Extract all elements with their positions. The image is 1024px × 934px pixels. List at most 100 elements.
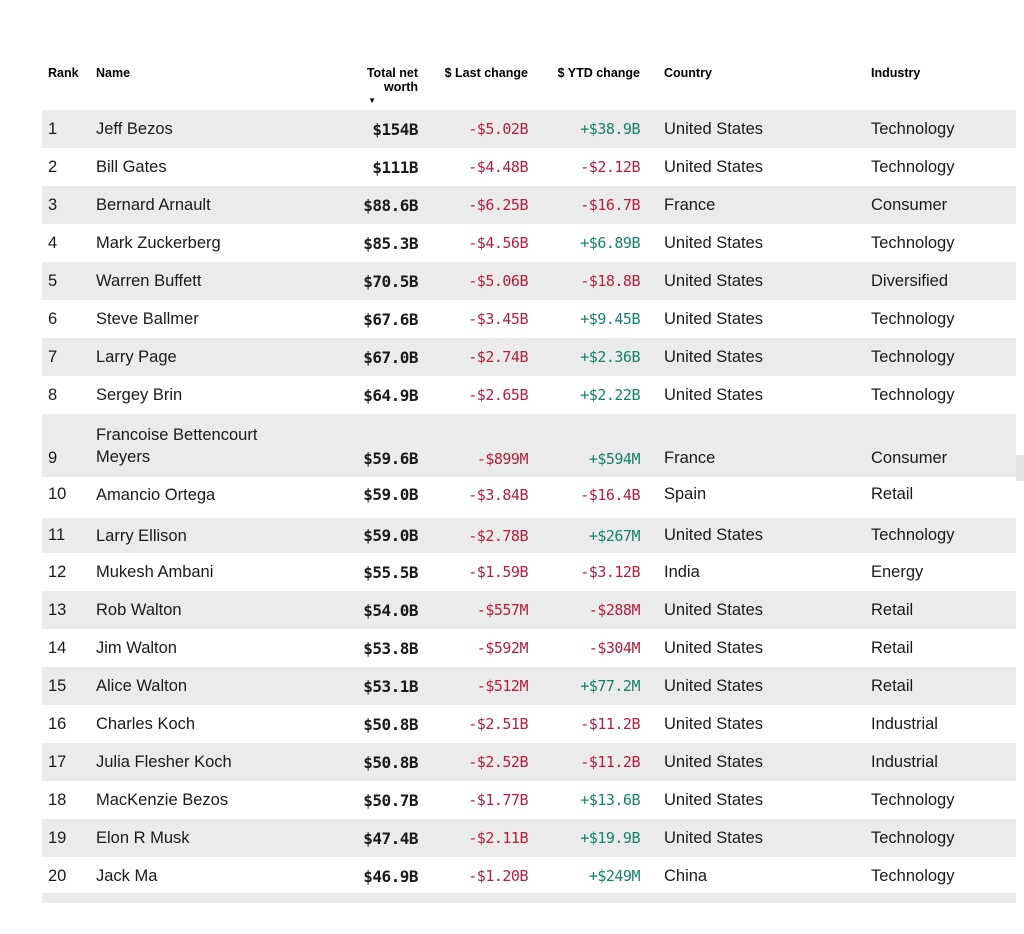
cell-net-worth: $50.8B (363, 752, 418, 772)
cell-rank: 17 (48, 752, 67, 771)
cell-ytd-change: +$2.36B (580, 348, 640, 366)
table-row[interactable]: 20 Jack Ma $46.9B -$1.20B +$249M China Technol… (42, 857, 1016, 895)
cell-country: United States (664, 233, 764, 252)
cell-country: United States (664, 676, 764, 695)
column-header-ytd-change[interactable]: $ YTD change (557, 66, 640, 80)
cell-ytd-change: +$2.22B (580, 386, 640, 404)
cell-ytd-change: +$38.9B (580, 120, 640, 138)
cell-name: MacKenzie Bezos (96, 791, 229, 809)
cell-rank: 1 (48, 119, 58, 138)
vertical-scrollbar-thumb[interactable] (1016, 455, 1024, 481)
cell-rank: 20 (48, 866, 67, 885)
table-row[interactable]: 9 Francoise Bettencourt Meyers $59.6B -$899… (42, 414, 1016, 477)
cell-last-change: -$2.52B (468, 753, 528, 771)
table-row[interactable]: 8 Sergey Brin $64.9B -$2.65B +$2.22B United S… (42, 376, 1016, 414)
cell-name: Charles Koch (96, 715, 196, 733)
cell-industry: Technology (864, 512, 1016, 553)
cell-last-change: -$5.06B (468, 272, 528, 290)
cell-net-worth: $154B (372, 119, 418, 139)
cell-ytd-change: +$267M (534, 512, 646, 553)
cell-net-worth: $50.7B (363, 790, 418, 810)
cell-industry: Retail (871, 638, 914, 657)
cell-name: Jim Walton (96, 639, 177, 657)
column-header-last-change[interactable]: $ Last change (444, 66, 528, 80)
cell-rank: 9 (48, 449, 58, 467)
cell-last-change: -$3.45B (468, 310, 528, 328)
cell-ytd-change: +$19.9B (580, 829, 640, 847)
cell-ytd-change: +$13.6B (580, 791, 640, 809)
cell-ytd-change: -$2.12B (580, 158, 640, 176)
column-header-total-net-worth[interactable]: Total net worth ▼ (324, 60, 424, 110)
cell-industry: Consumer (871, 195, 948, 214)
table-row[interactable]: 4 Mark Zuckerberg $85.3B -$4.56B +$6.89B Unit… (42, 224, 1016, 262)
cell-last-change: -$2.51B (468, 715, 528, 733)
cell-last-change: -$1.77B (468, 791, 528, 809)
column-header-industry[interactable]: Industry (871, 66, 921, 80)
cell-country: United States (664, 790, 764, 809)
cell-rank: 11 (42, 512, 90, 553)
cell-country: United States (664, 119, 764, 138)
table-row[interactable]: 18 MacKenzie Bezos $50.7B -$1.77B +$13.6B Uni… (42, 781, 1016, 819)
cell-last-change: -$512M (476, 677, 529, 695)
table-row[interactable]: 16 Charles Koch $50.8B -$2.51B -$11.2B United… (42, 705, 1016, 743)
table-row[interactable]: 5 Warren Buffett $70.5B -$5.06B -$18.8B Unite… (42, 262, 1016, 300)
cell-country: United States (664, 600, 764, 619)
cell-net-worth: $54.0B (363, 600, 418, 620)
table-row[interactable]: 2 Bill Gates $111B -$4.48B -$2.12B United Sta… (42, 148, 1016, 186)
table-row[interactable]: 7 Larry Page $67.0B -$2.74B +$2.36B United St… (42, 338, 1016, 376)
cell-last-change: -$6.25B (468, 196, 528, 214)
column-header-rank[interactable]: Rank (48, 66, 79, 80)
cell-net-worth: $111B (372, 157, 418, 177)
table-row[interactable]: 13 Rob Walton $54.0B -$557M -$288M United Sta… (42, 591, 1016, 629)
cell-industry: Consumer (871, 449, 948, 467)
cell-country: China (664, 866, 708, 885)
cell-country: United States (664, 714, 764, 733)
table-row[interactable]: 14 Jim Walton $53.8B -$592M -$304M United Sta… (42, 629, 1016, 667)
cell-country: Spain (664, 485, 707, 503)
table-row[interactable]: 3 Bernard Arnault $88.6B -$6.25B -$16.7B Fran… (42, 186, 1016, 224)
cell-country: United States (664, 638, 764, 657)
horizontal-scrollbar[interactable] (42, 893, 1016, 903)
cell-rank: 14 (48, 638, 67, 657)
cell-country: France (664, 449, 716, 467)
cell-name: Sergey Brin (96, 386, 183, 404)
cell-rank: 6 (48, 309, 58, 328)
cell-ytd-change: -$288M (588, 601, 641, 619)
cell-name: Mukesh Ambani (96, 563, 214, 581)
table-row[interactable]: 19 Elon R Musk $47.4B -$2.11B +$19.9B United … (42, 819, 1016, 857)
cell-net-worth: $50.8B (363, 714, 418, 734)
cell-last-change: -$2.78B (424, 512, 534, 553)
cell-rank: 4 (48, 233, 58, 252)
column-header-name[interactable]: Name (96, 66, 131, 80)
cell-ytd-change: -$304M (588, 639, 641, 657)
cell-net-worth: $53.1B (363, 676, 418, 696)
table-row[interactable]: 1 Jeff Bezos $154B -$5.02B +$38.9B United Sta… (42, 110, 1016, 148)
cell-name: Elon R Musk (96, 829, 190, 847)
table-row[interactable]: 6 Steve Ballmer $67.6B -$3.45B +$9.45B United… (42, 300, 1016, 338)
table-row[interactable]: 12 Mukesh Ambani $55.5B -$1.59B -$3.12B India… (42, 553, 1016, 591)
cell-rank: 10 (48, 485, 67, 503)
column-header-country[interactable]: Country (664, 66, 712, 80)
cell-rank: 13 (48, 600, 67, 619)
cell-country: United States (664, 752, 764, 771)
cell-country: United States (646, 512, 864, 553)
cell-industry: Technology (871, 119, 955, 138)
cell-rank: 3 (48, 195, 58, 214)
table-row[interactable]: 11 Larry Ellison $59.0B -$2.78B +$267M United… (42, 512, 1016, 553)
cell-ytd-change: -$16.7B (580, 196, 640, 214)
cell-industry: Retail (871, 485, 914, 503)
cell-rank: 2 (48, 157, 58, 176)
cell-last-change: -$3.84B (468, 485, 528, 504)
cell-industry: Retail (871, 600, 914, 619)
cell-net-worth: $59.6B (363, 449, 418, 468)
cell-net-worth: $70.5B (363, 271, 418, 291)
cell-name: Rob Walton (96, 601, 182, 619)
table-row[interactable]: 17 Julia Flesher Koch $50.8B -$2.52B -$11.2B… (42, 743, 1016, 781)
table-row[interactable]: 10 Amancio Ortega $59.0B -$3.84B -$16.4B Spai… (42, 477, 1016, 515)
cell-ytd-change: -$18.8B (580, 272, 640, 290)
table-row[interactable]: 15 Alice Walton $53.1B -$512M +$77.2M United … (42, 667, 1016, 705)
cell-rank: 16 (48, 714, 67, 733)
cell-name: Bill Gates (96, 158, 167, 176)
cell-ytd-change: +$77.2M (580, 677, 640, 695)
cell-net-worth: $46.9B (363, 866, 418, 886)
